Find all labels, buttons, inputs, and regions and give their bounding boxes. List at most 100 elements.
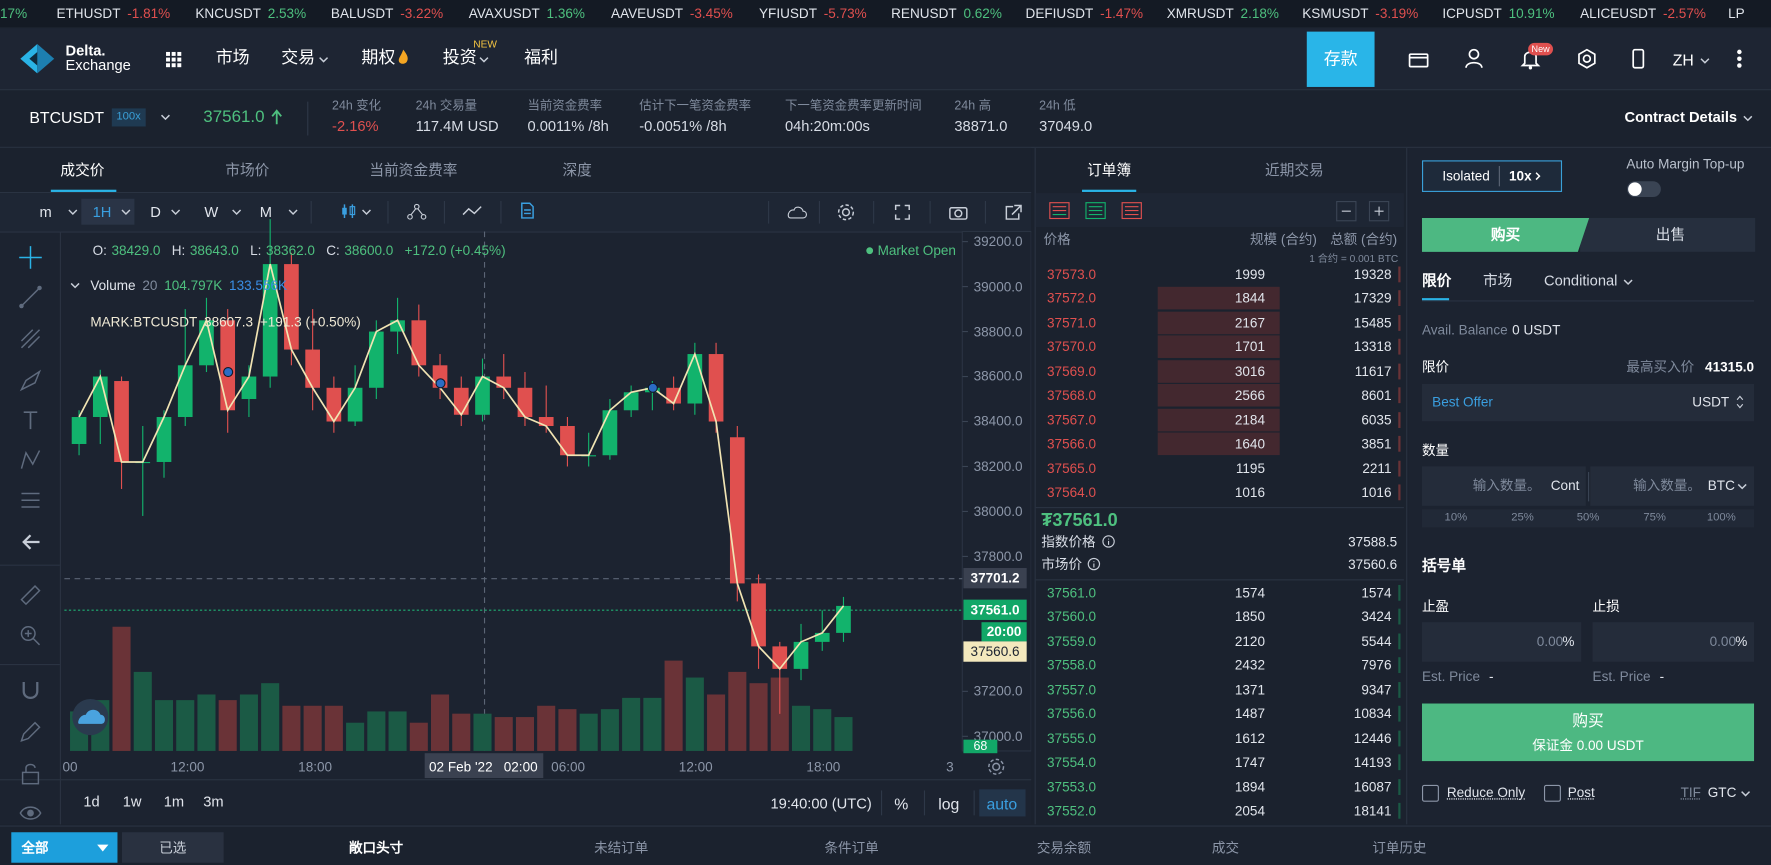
user-icon[interactable] [1465, 48, 1483, 69]
book-price[interactable]: 37553.0 [1047, 778, 1097, 795]
scale-option[interactable]: % [894, 794, 909, 814]
scale-option[interactable]: log [938, 794, 960, 814]
popout-icon[interactable] [1005, 204, 1022, 220]
book-price[interactable]: 37566.0 [1047, 436, 1097, 452]
ticker-item[interactable]: AVAXUSDT 1.36% [469, 3, 585, 23]
drawing-tool[interactable] [19, 762, 42, 785]
nav-menu-item[interactable]: 投资 [442, 48, 477, 68]
ticker-item[interactable]: ICPUSDT 10.91% [1442, 3, 1554, 23]
interval[interactable]: W [204, 203, 219, 221]
template-icon[interactable] [521, 202, 535, 219]
ticker-item[interactable]: KSMUSDT -3.19% [1302, 3, 1418, 23]
compare-icon[interactable] [462, 206, 482, 217]
zoom-in-button[interactable] [1368, 201, 1390, 222]
submit-button[interactable] [1421, 703, 1755, 762]
range-button[interactable]: 1w [122, 792, 142, 810]
drawing-tool[interactable] [19, 802, 42, 825]
mobile-icon[interactable] [1632, 48, 1645, 69]
contract-details[interactable]: Contract Details [1624, 108, 1738, 126]
ticker-item[interactable]: BALUSDT -3.22% [331, 3, 443, 23]
percent-option[interactable]: 25% [1511, 511, 1534, 524]
book-view-icon[interactable] [1121, 202, 1142, 220]
settings-icon[interactable] [1577, 48, 1597, 69]
drawing-tool[interactable] [19, 448, 42, 471]
range-button[interactable]: 3m [203, 792, 224, 810]
wallet-icon[interactable] [1408, 51, 1429, 68]
orderbook-tab[interactable]: 订单簿 [1087, 161, 1132, 179]
book-price[interactable]: 37558.0 [1047, 657, 1097, 674]
book-price[interactable]: 37560.0 [1047, 609, 1097, 625]
more-icon[interactable] [1737, 49, 1742, 68]
book-price[interactable]: 37570.0 [1047, 339, 1097, 355]
interval[interactable]: m [39, 203, 52, 221]
order-type[interactable]: Conditional [1543, 272, 1618, 290]
apps-icon[interactable] [166, 51, 182, 68]
chart-settings-icon[interactable] [837, 203, 855, 221]
tp-sl-input[interactable] [1421, 622, 1582, 662]
tif-value[interactable]: GTC [1707, 784, 1737, 801]
book-price[interactable]: 37567.0 [1047, 411, 1097, 428]
nav-menu-item[interactable]: 福利 [524, 48, 558, 68]
snapshot-icon[interactable] [949, 204, 968, 220]
side-tabs[interactable] [1421, 217, 1756, 252]
percent-option[interactable]: 100% [1706, 511, 1736, 524]
book-price[interactable]: 37555.0 [1047, 730, 1097, 747]
percent-option[interactable]: 10% [1444, 511, 1468, 524]
indicator-icon[interactable] [407, 203, 427, 220]
language[interactable]: ZH [1672, 50, 1694, 69]
drawing-tool[interactable] [19, 720, 42, 743]
percent-option[interactable]: 50% [1576, 511, 1600, 524]
drawing-tool[interactable] [19, 409, 42, 432]
order-type[interactable]: 限价 [1421, 272, 1452, 290]
nav-menu-item[interactable]: 市场 [215, 48, 250, 68]
book-price[interactable]: 37556.0 [1047, 706, 1097, 722]
drawing-tool[interactable] [19, 680, 42, 703]
book-price[interactable]: 37564.0 [1047, 484, 1097, 501]
candle-type-icon[interactable] [341, 203, 357, 219]
book-view-icon[interactable] [1085, 202, 1106, 220]
zoom-out-button[interactable] [1336, 201, 1357, 222]
book-price[interactable]: 37573.0 [1047, 266, 1097, 283]
bottom-tab[interactable]: 成交 [1211, 840, 1240, 856]
orderbook-tab[interactable]: 近期交易 [1264, 161, 1324, 179]
checkbox[interactable] [1421, 784, 1439, 802]
book-price[interactable]: 37554.0 [1047, 754, 1097, 771]
nav-menu-item[interactable]: 交易 [281, 48, 316, 68]
tp-sl-input[interactable] [1592, 622, 1755, 662]
qty-input[interactable] [1590, 466, 1755, 506]
drawing-tool[interactable] [19, 531, 42, 554]
ticker-item[interactable]: ETHUSDT -1.81% [56, 3, 170, 23]
ticker-item[interactable]: XMRUSDT 2.18% [1167, 3, 1279, 23]
ticker-item[interactable]: RENUSDT 0.62% [891, 3, 1002, 23]
book-price[interactable]: 37569.0 [1047, 363, 1097, 380]
book-price[interactable]: 37565.0 [1047, 460, 1097, 477]
book-price[interactable]: 37571.0 [1047, 314, 1097, 331]
book-price[interactable]: 37561.0 [1047, 584, 1097, 601]
scale-option[interactable]: auto [986, 794, 1018, 814]
chart-tab[interactable]: 深度 [562, 161, 592, 179]
ticker-item[interactable]: AAVEUSDT -3.45% [611, 3, 733, 23]
ticker-item[interactable]: KNCUSDT 2.53% [195, 3, 306, 23]
drawing-tool[interactable] [19, 489, 42, 512]
chart-tab[interactable]: 当前资金费率 [369, 161, 458, 179]
ticker-item[interactable]: YFIUSDT -5.73% [759, 3, 867, 23]
drawing-tool[interactable] [19, 584, 42, 607]
drawing-tool[interactable] [19, 285, 42, 309]
price-input[interactable] [1421, 383, 1755, 422]
book-price[interactable]: 37557.0 [1047, 681, 1097, 698]
checkbox[interactable] [1543, 784, 1561, 802]
interval[interactable]: 1H [92, 203, 112, 221]
side-buy[interactable]: 购买 [1490, 225, 1521, 243]
cloud-icon[interactable] [785, 204, 808, 219]
bottom-tab[interactable]: 交易余额 [1036, 840, 1092, 856]
chart-tab[interactable]: 市场价 [225, 161, 270, 179]
book-view-icon[interactable] [1049, 202, 1070, 220]
drawing-tool[interactable] [19, 624, 42, 647]
symbol-name[interactable]: BTCUSDT [29, 108, 105, 127]
margin-mode[interactable]: Isolated 10x [1442, 165, 1532, 187]
ticker-item[interactable]: ALICEUSDT -2.57% [1580, 3, 1706, 23]
drawing-tool[interactable] [19, 369, 42, 392]
book-price[interactable]: 37559.0 [1047, 633, 1097, 650]
drawing-tool[interactable] [19, 327, 42, 350]
book-price[interactable]: 37552.0 [1047, 802, 1097, 819]
